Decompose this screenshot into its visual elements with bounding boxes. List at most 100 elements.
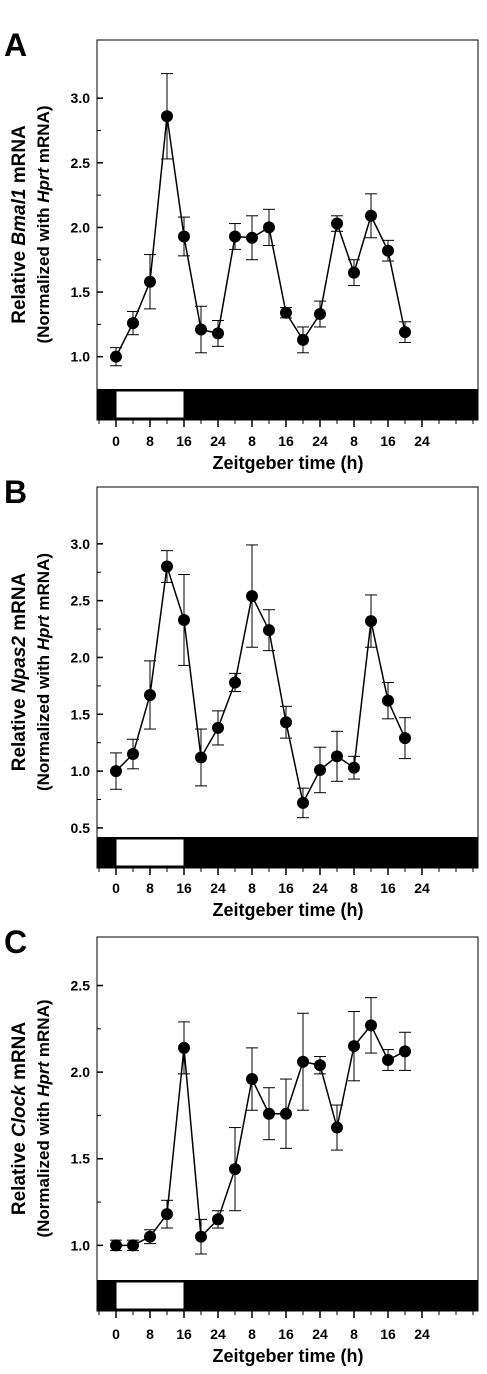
x-axis: 0 8 16 24 8 16 24 8 16 24 [98,420,474,449]
data-point [144,275,156,288]
x-tick-label: 8 [146,433,154,449]
x-tick-label: 24 [414,880,430,896]
y-label-gene: Hprt [34,614,53,650]
data-point [399,326,411,339]
data-point [161,1208,173,1221]
y-axis-label-line2: (Normalized with Hprt mRNA) [34,105,53,343]
data-point [246,231,258,244]
x-tick-label: 16 [176,1326,192,1342]
x-tick-label: 8 [146,1326,154,1342]
y-tick-label: 2.5 [71,593,91,609]
x-tick-label: 8 [146,880,154,896]
y-label-text: (Normalized with [34,1097,53,1238]
data-point [127,1239,139,1252]
data-point [178,613,190,626]
x-tick-label: 0 [112,880,120,896]
x-axis-label: Zeitgeber time (h) [212,453,363,473]
series-line [115,116,406,358]
data-point [280,716,292,729]
data-point [229,676,241,689]
x-tick-label: 8 [248,880,256,896]
light-phase-box [115,838,185,867]
data-point [144,1230,156,1243]
x-tick-label: 16 [380,1326,396,1342]
data-point [229,1163,241,1176]
x-tick-label: 24 [312,1326,328,1342]
data-point [297,796,309,809]
data-point [263,624,275,637]
data-point [348,1040,360,1053]
data-point [365,1019,377,1032]
x-tick-label: 16 [278,1326,294,1342]
x-tick-label: 8 [350,880,358,896]
data-point [280,1107,292,1120]
y-tick-label: 0.5 [71,820,91,836]
data-point [144,688,156,701]
x-axis-label: Zeitgeber time (h) [212,1346,363,1366]
y-tick-label: 1.0 [71,763,91,779]
data-point [263,1107,275,1120]
y-label-text: mRNA) [34,105,53,167]
plot-frame [96,936,479,1312]
y-axis-label-line1: Relative Bmal1 mRNA [9,125,30,324]
series-line [116,1023,406,1247]
y-tick-label: 3.0 [71,536,91,552]
y-label-text: mRNA [9,572,30,636]
y-tick-label: 2.5 [71,978,91,994]
y-label-gene: Hprt [34,167,53,203]
data-point [229,230,241,243]
data-point [399,1045,411,1058]
x-tick-label: 16 [380,433,396,449]
light-phase-box [115,390,185,419]
y-tick-label: 2.5 [71,155,91,171]
y-axis-label-line1: Relative Clock mRNA [9,1022,30,1216]
y-label-gene: Clock [9,1084,30,1137]
x-tick-label: 16 [176,880,192,896]
x-tick-label: 24 [414,433,430,449]
data-point [348,761,360,774]
x-tick-label: 8 [350,433,358,449]
data-point [110,1239,122,1252]
y-axis-label-line2: (Normalized with Hprt mRNA) [34,553,53,791]
x-tick-label: 8 [248,1326,256,1342]
data-point [161,110,173,123]
data-point [246,1073,258,1086]
x-tick-label: 24 [210,1326,226,1342]
x-tick-label: 24 [210,433,226,449]
y-label-text: Relative [9,1137,30,1215]
data-point [110,350,122,363]
data-point [314,763,326,776]
y-label-text: Relative [9,246,30,324]
x-tick-label: 24 [414,1326,430,1342]
x-tick-label: 24 [210,880,226,896]
data-point [365,615,377,628]
panel-letter: C [4,924,27,960]
data-point [212,1213,224,1226]
data-point [195,323,207,336]
y-tick-label: 2.0 [71,649,91,665]
x-tick-label: 16 [278,880,294,896]
series-line [115,566,406,806]
panel-c: C 1.0 1.5 2.0 2.5 0 8 16 24 8 16 24 8 16 24 Zeitgeber t… [4,924,479,1366]
data-point [382,1053,394,1066]
y-tick-label: 1.5 [71,284,91,300]
data-point [314,308,326,321]
x-axis: 0 8 16 24 8 16 24 8 16 24 [98,1311,474,1342]
data-point [212,721,224,734]
x-tick-label: 0 [112,433,120,449]
y-label-text: mRNA) [34,553,53,615]
data-point [127,748,139,761]
panel-b: B 0.5 1.0 1.5 2.0 2.5 3.0 0 8 16 24 8 16 24 8 16 24 Zeitg… [4,474,479,920]
x-tick-label: 8 [248,433,256,449]
data-point [382,244,394,257]
plot-frame [96,486,479,869]
y-axis-label-line2: (Normalized with Hprt mRNA) [34,999,53,1237]
x-tick-label: 16 [278,433,294,449]
x-tick-label: 8 [350,1326,358,1342]
y-label-text: (Normalized with [34,203,53,344]
y-label-text: (Normalized with [34,650,53,791]
y-tick-label: 1.5 [71,706,91,722]
x-tick-label: 0 [112,1326,120,1342]
data-point [178,1041,190,1054]
